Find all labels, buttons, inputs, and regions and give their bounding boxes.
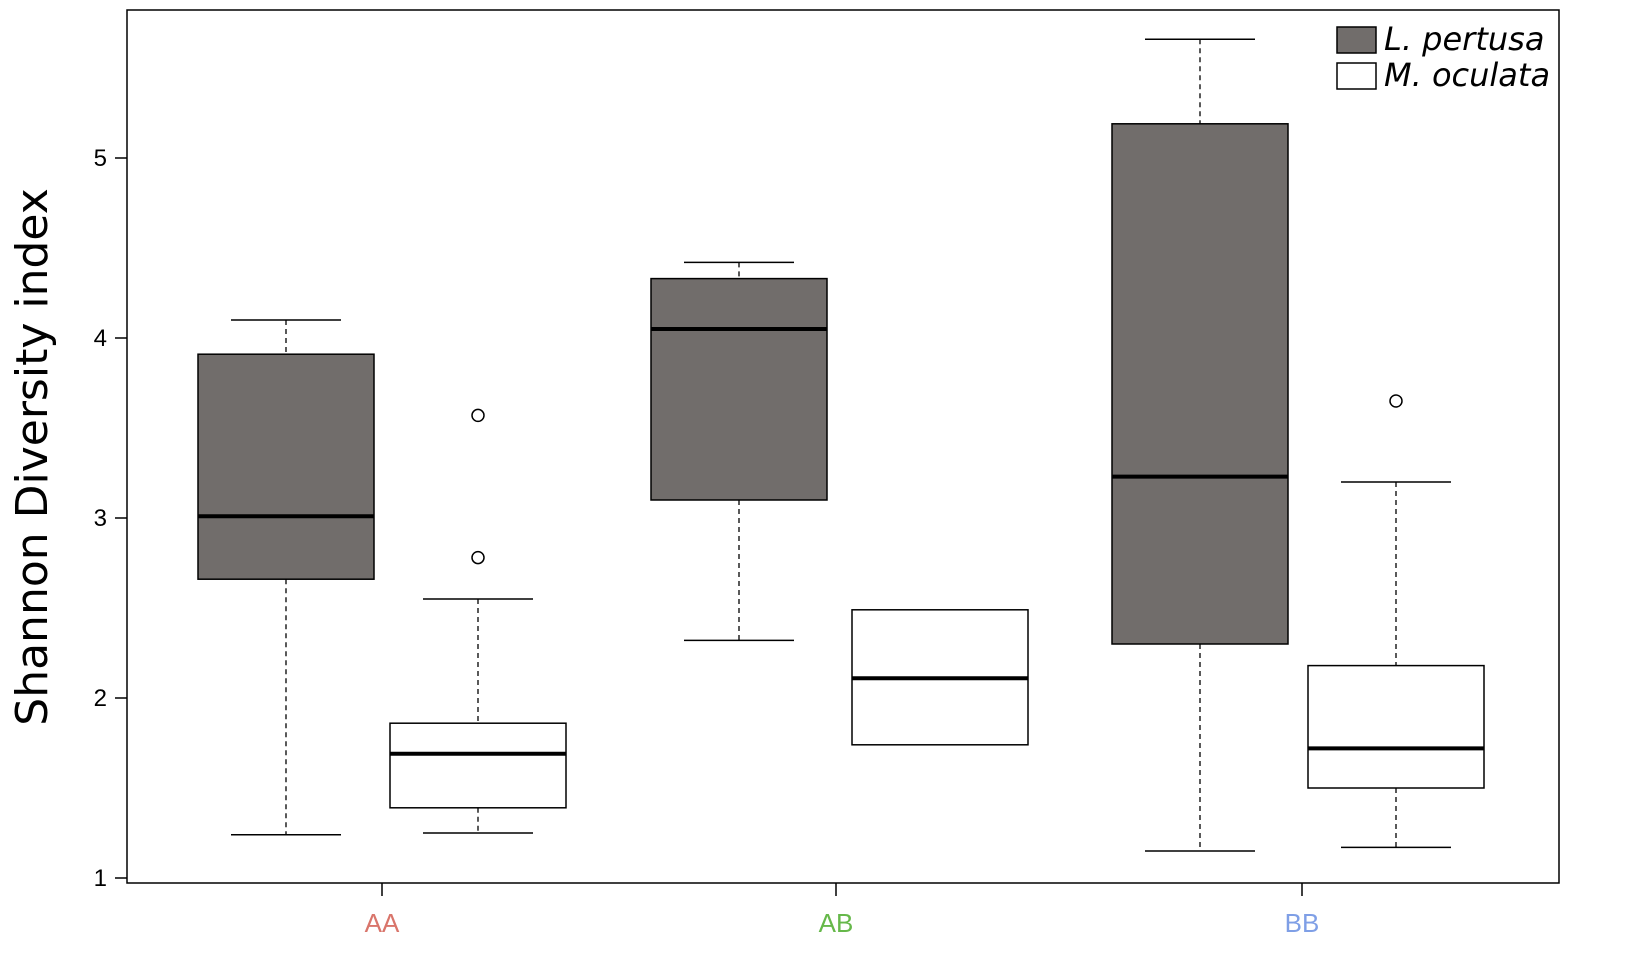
y-tick-label: 1: [94, 865, 107, 892]
legend-swatch: [1336, 62, 1377, 90]
box-series: [197, 38, 1485, 852]
box-AA-0: [197, 319, 375, 836]
iqr-box: [1111, 123, 1289, 645]
iqr-box: [197, 353, 375, 580]
y-tick-label: 2: [94, 685, 107, 712]
x-tick-label: AB: [819, 908, 854, 938]
box-AB-0: [650, 261, 828, 642]
x-tick-label: AA: [365, 908, 400, 938]
y-tick-label: 5: [94, 145, 107, 172]
x-axis: AA AB BB: [365, 883, 1320, 938]
x-tick-label: BB: [1285, 908, 1320, 938]
outlier-point: [1389, 394, 1403, 408]
iqr-box: [389, 722, 567, 809]
y-axis-label: Shannon Diversity index: [7, 188, 58, 725]
y-tick-label: 3: [94, 505, 107, 532]
box-BB-1: [1307, 394, 1485, 849]
box-BB-0: [1111, 38, 1289, 852]
legend-swatch: [1336, 26, 1377, 54]
legend-label: L. pertusa: [1384, 20, 1544, 58]
y-axis: 1 2 3 4 5: [94, 145, 127, 892]
box-AB-1: [851, 609, 1029, 746]
outlier-point: [471, 408, 485, 423]
legend-label: M. oculata: [1384, 56, 1550, 94]
iqr-box: [650, 277, 828, 501]
y-tick-label: 4: [94, 325, 107, 352]
outlier-point: [471, 550, 485, 565]
iqr-box: [1307, 664, 1485, 789]
box-AA-1: [389, 408, 567, 834]
